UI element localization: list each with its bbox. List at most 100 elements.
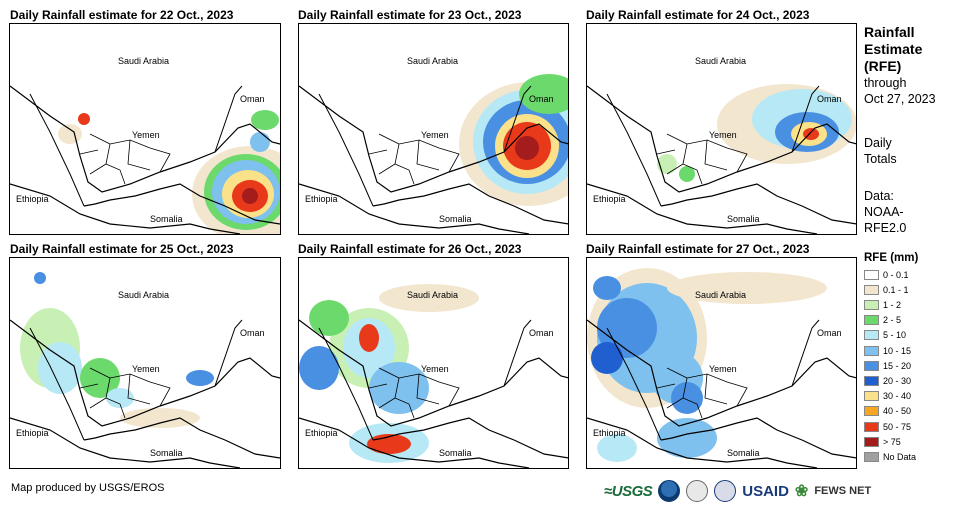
legend-swatch — [864, 315, 879, 326]
map-label-oman: Oman — [529, 328, 554, 338]
sidebar-title: Rainfall Estimate (RFE) through Oct 27, … — [864, 24, 936, 107]
rainfall-area — [369, 362, 429, 414]
map-label-somalia: Somalia — [150, 214, 183, 224]
boundary-line — [318, 327, 374, 441]
boundary-line — [368, 133, 460, 185]
legend-swatch — [864, 345, 879, 356]
map-label-yemen: Yemen — [132, 130, 160, 140]
map-panel-22-oct: Saudi Arabia Oman Yemen Ethiopia Somalia — [9, 23, 281, 235]
map-label-ethiopia: Ethiopia — [305, 194, 338, 204]
map-label-oman: Oman — [240, 328, 265, 338]
sidebar-through: through — [864, 76, 907, 90]
boundary-line — [10, 85, 280, 193]
map-panel-26-oct: Saudi Arabia Oman Yemen Ethiopia Somalia — [298, 257, 569, 469]
map-label-ethiopia: Ethiopia — [305, 428, 338, 438]
boundary-line — [299, 183, 530, 234]
map-label-ethiopia: Ethiopia — [593, 194, 626, 204]
legend-item: No Data — [864, 450, 916, 463]
map-label-saudi: Saudi Arabia — [407, 56, 459, 66]
boundary-line — [299, 417, 530, 468]
boundary-line — [791, 319, 820, 387]
rainfall-area — [38, 342, 82, 394]
boundary-line — [791, 85, 820, 153]
rainfall-area — [34, 272, 46, 284]
rainfall-area — [309, 300, 349, 336]
legend-label: 5 - 10 — [883, 330, 907, 341]
rainfall-map — [10, 85, 280, 234]
sidebar-daily-line2: Totals — [864, 152, 897, 166]
doi-seal-icon — [686, 480, 709, 502]
map-label-yemen: Yemen — [709, 130, 737, 140]
legend-item: 0 - 0.1 — [864, 268, 909, 281]
map-label-somalia: Somalia — [727, 448, 760, 458]
rainfall-area — [251, 110, 279, 130]
boundary-line — [660, 417, 856, 459]
boundary-line — [299, 319, 568, 427]
rainfall-area — [679, 166, 695, 182]
legend-item: 15 - 20 — [864, 359, 911, 372]
sidebar-data-source: Data: NOAA- RFE2.0 — [864, 188, 906, 236]
rainfall-map — [587, 84, 856, 234]
boundary-line — [10, 417, 241, 468]
rainfall-area — [515, 136, 539, 160]
legend-item: 30 - 40 — [864, 390, 911, 403]
legend-label: 0 - 0.1 — [883, 269, 909, 280]
legend-label: 1 - 2 — [883, 299, 902, 310]
map-label-yemen: Yemen — [421, 130, 449, 140]
legend-item: 0.1 - 1 — [864, 283, 909, 296]
legend-swatch — [864, 451, 879, 462]
map-label-somalia: Somalia — [150, 448, 183, 458]
usaid-seal-icon — [714, 480, 737, 502]
legend-label: > 75 — [883, 436, 901, 447]
map-label-yemen: Yemen — [709, 364, 737, 374]
panel-title-1: Daily Rainfall estimate for 22 Oct., 202… — [10, 8, 234, 22]
boundary-line — [656, 367, 748, 419]
legend-swatch — [864, 360, 879, 371]
legend-item: 1 - 2 — [864, 298, 901, 311]
boundary-line — [503, 85, 532, 153]
rainfall-area — [250, 132, 270, 152]
legend-label: 15 - 20 — [883, 360, 912, 371]
legend-item: 40 - 50 — [864, 405, 911, 418]
legend-swatch — [864, 269, 879, 280]
map-panel-24-oct: Saudi Arabia Oman Yemen Ethiopia Somalia — [586, 23, 857, 235]
sidebar-daily: Daily Totals — [864, 135, 897, 167]
boundary-line — [606, 93, 662, 207]
map-panel-27-oct: Saudi Arabia Oman Yemen Ethiopia Somalia — [586, 257, 857, 469]
boundary-line — [29, 327, 85, 441]
map-label-saudi: Saudi Arabia — [695, 56, 747, 66]
sidebar-title-line1: Rainfall — [864, 24, 915, 40]
legend-label: 50 - 75 — [883, 421, 912, 432]
legend-item: 20 - 30 — [864, 374, 911, 387]
fews-net-logo: FEWS NET — [814, 485, 872, 497]
rainfall-area — [120, 408, 200, 428]
map-label-oman: Oman — [817, 94, 842, 104]
map-label-saudi: Saudi Arabia — [118, 290, 170, 300]
map-label-ethiopia: Ethiopia — [593, 428, 626, 438]
boundary-line — [372, 417, 568, 459]
rainfall-area — [242, 188, 258, 204]
map-label-ethiopia: Ethiopia — [16, 428, 49, 438]
rainfall-area — [591, 342, 623, 374]
sidebar-data-line3: RFE2.0 — [864, 221, 907, 235]
rainfall-area — [519, 74, 568, 114]
panel-title-4: Daily Rainfall estimate for 25 Oct., 202… — [10, 242, 234, 256]
map-label-saudi: Saudi Arabia — [118, 56, 170, 66]
boundary-line — [656, 133, 748, 185]
map-label-ethiopia: Ethiopia — [16, 194, 49, 204]
sidebar-daily-line1: Daily — [864, 136, 892, 150]
boundary-line — [214, 85, 243, 153]
boundary-line — [83, 417, 280, 459]
legend-swatch — [864, 284, 879, 295]
rainfall-area — [671, 382, 703, 414]
legend-item: > 75 — [864, 435, 901, 448]
rainfall-area — [593, 276, 621, 300]
map-panel-25-oct: Saudi Arabia Oman Yemen Ethiopia Somalia — [9, 257, 281, 469]
legend-swatch — [864, 406, 879, 417]
boundary-line — [606, 327, 662, 441]
boundary-line — [372, 183, 568, 225]
legend-swatch — [864, 330, 879, 341]
boundary-line — [83, 183, 280, 225]
boundary-line — [318, 93, 374, 207]
legend-item: 5 - 10 — [864, 329, 906, 342]
